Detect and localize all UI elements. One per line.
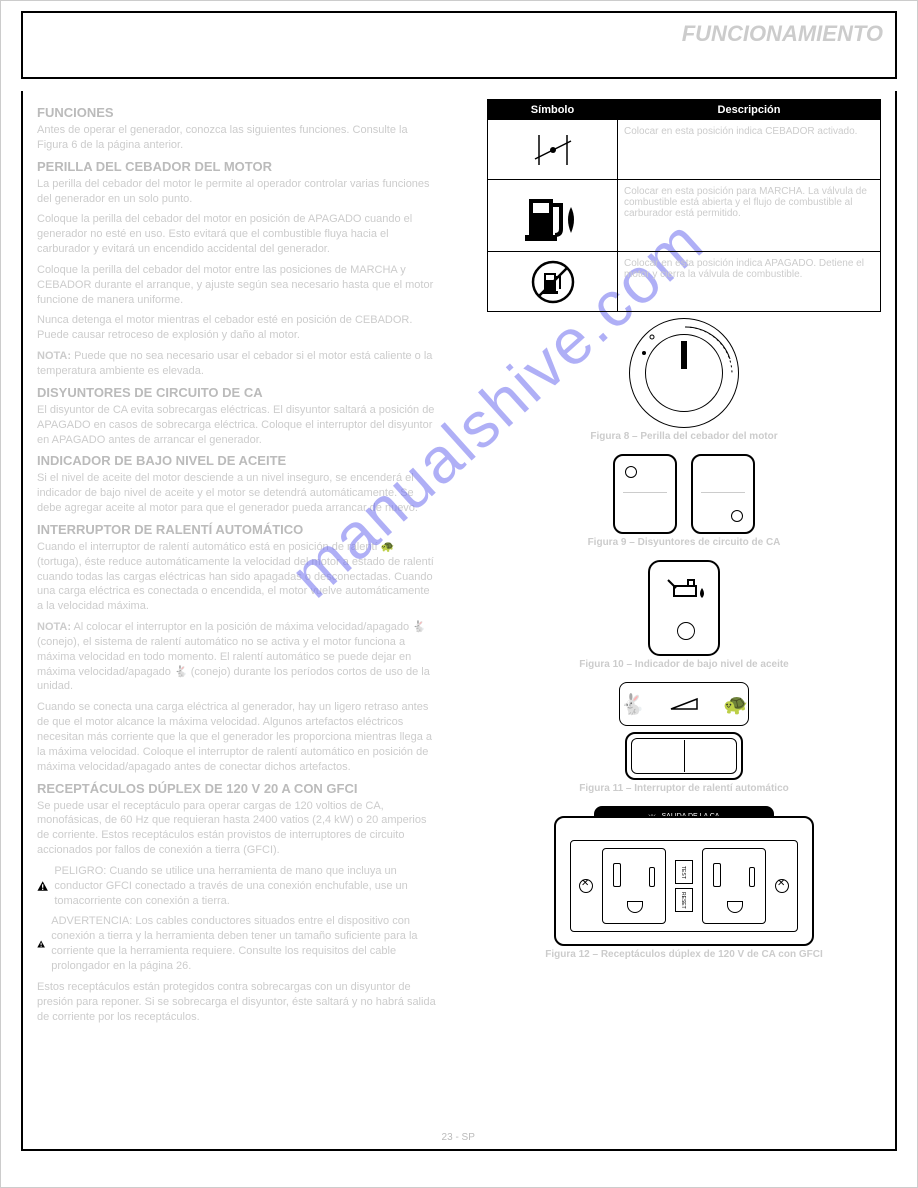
caption-fig8: Figura 8 – Perilla del cebador del motor [487,431,881,442]
cell-choke-icon [488,120,618,180]
plug-right-icon [702,848,766,924]
figure-breakers [487,454,881,534]
slot [649,867,655,887]
para-idle-1: Cuando el interruptor de ralentí automát… [37,540,437,614]
breaker-right-icon [691,454,755,534]
th-symbol: Símbolo [488,100,618,120]
para-disyuntores: El disyuntor de CA evita sobrecargas elé… [37,403,437,448]
dial-marks [630,319,740,429]
header-box: FUNCIONAMIENTO [21,11,897,79]
warning-row-1: PELIGRO: Cuando se utilice una herramien… [37,864,437,909]
heading-outlet: RECEPTÁCULOS DÚPLEX DE 120 V 20 A CON GF… [37,781,437,796]
para-outlet-1: Se puede usar el receptáculo para operar… [37,799,437,858]
page-number: 23 - SP [442,1132,475,1143]
screw-icon [579,879,593,893]
switch-divider [684,740,685,772]
idle-text-1b: (tortuga), éste reduce automáticamente l… [37,556,434,613]
table-header-row: Símbolo Descripción [488,100,881,120]
para-perilla-nota: NOTA: Puede que no sea necesario usar el… [37,349,437,379]
test-button-label: TEST [675,860,693,884]
fuel-off-icon [530,259,576,305]
para-perilla-3: Coloque la perilla del cebador del motor… [37,263,437,308]
warning-icon [37,874,48,898]
ground [627,901,643,913]
heading-oil: INDICADOR DE BAJO NIVEL DE ACEITE [37,453,437,468]
left-column: FUNCIONES Antes de operar el generador, … [37,99,447,1030]
warning-text-2: ADVERTENCIA: Los cables conductores situ… [51,914,437,973]
screw-icon [775,879,789,893]
heading-perilla: PERILLA DEL CEBADOR DEL MOTOR [37,159,437,174]
choke-icon [531,131,575,169]
nota-label-2: NOTA: [37,621,71,633]
para-outlet-2: Estos receptáculos están protegidos cont… [37,980,437,1025]
cell-off-desc: Colocar en esta posición indica APAGADO.… [618,252,881,312]
plug-left-icon [602,848,666,924]
content-frame: manualshive.com FUNCIONES Antes de opera… [21,91,897,1151]
para-perilla-1: La perilla del cebador del motor le perm… [37,177,437,207]
idle-switch-icon [625,732,743,780]
page-title: FUNCIONAMIENTO [682,21,883,47]
caption-fig9: Figura 9 – Disyuntores de circuito de CA [487,537,881,548]
breaker-dot [731,510,743,522]
oil-led-icon [677,622,695,640]
cell-choke-desc: Colocar en esta posición indica CEBADOR … [618,120,881,180]
dial-icon [629,318,739,428]
symbol-table: Símbolo Descripción Colocar en esta posi… [487,99,881,312]
rabbit-icon: 🐇 [412,620,426,635]
slot [713,863,721,887]
para-funciones: Antes de operar el generador, conozca la… [37,123,437,153]
turtle-icon-panel: 🐢 [723,692,748,717]
table-row: Colocar en esta posición para MARCHA. La… [488,180,881,252]
outlet-inner: TEST RESET [570,840,798,932]
figure-dial [487,318,881,428]
ramp-icon [669,697,699,711]
caption-fig12: Figura 12 – Receptáculos dúplex de 120 V… [487,949,881,960]
fuel-pump-icon [523,189,583,243]
nota-text: Puede que no sea necesario usar el cebad… [37,350,432,377]
outlet-frame: TEST RESET [554,816,814,946]
heading-idle: INTERRUPTOR DE RALENTÍ AUTOMÁTICO [37,522,437,537]
gfci-buttons: TEST RESET [675,860,693,912]
warning-icon-2 [37,932,45,956]
cell-off-icon [488,252,618,312]
table-row: Colocar en esta posición indica CEBADOR … [488,120,881,180]
figure-outlet: 〰 SALIDA DE LA CA TEST RESET [554,806,814,946]
idle-label-panel: 🐇 🐢 [619,682,749,726]
idle-text-1a: Cuando el interruptor de ralentí automát… [37,541,381,553]
cell-fuel-desc: Colocar en esta posición para MARCHA. La… [618,180,881,252]
rabbit-icon-panel: 🐇 [620,692,645,717]
slot [749,867,755,887]
breaker-dot [625,466,637,478]
para-oil: Si el nivel de aceite del motor desciend… [37,471,437,516]
breaker-left-icon [613,454,677,534]
para-idle-nota: NOTA: Al colocar el interruptor en la po… [37,620,437,694]
oil-can-icon [666,576,706,602]
rabbit-icon-2: 🐇 [174,665,188,680]
para-idle-2: Cuando se conecta una carga eléctrica al… [37,700,437,774]
heading-disyuntores: DISYUNTORES DE CIRCUITO DE CA [37,385,437,400]
ground [727,901,743,913]
warning-text-1: PELIGRO: Cuando se utilice una herramien… [54,864,437,909]
para-perilla-4: Nunca detenga el motor mientras el cebad… [37,313,437,343]
para-perilla-2: Coloque la perilla del cebador del motor… [37,212,437,257]
slot [613,863,621,887]
figure-idle: 🐇 🐢 [619,682,749,780]
nota-label: NOTA: [37,350,71,362]
right-column: Símbolo Descripción Colocar en esta posi… [481,99,881,972]
cell-fuel-icon [488,180,618,252]
table-row: Colocar en esta posición indica APAGADO.… [488,252,881,312]
turtle-icon: 🐢 [381,540,395,555]
idle-nota-a: Al colocar el interruptor en la posición… [73,621,412,633]
reset-button-label: RESET [675,888,693,912]
warning-row-2: ADVERTENCIA: Los cables conductores situ… [37,914,437,973]
caption-fig11: Figura 11 – Interruptor de ralentí autom… [487,783,881,794]
page: FUNCIONAMIENTO manualshive.com FUNCIONES… [0,0,918,1188]
caption-fig10: Figura 10 – Indicador de bajo nivel de a… [487,659,881,670]
th-desc: Descripción [618,100,881,120]
figure-oil [648,560,720,656]
heading-funciones: FUNCIONES [37,105,437,120]
